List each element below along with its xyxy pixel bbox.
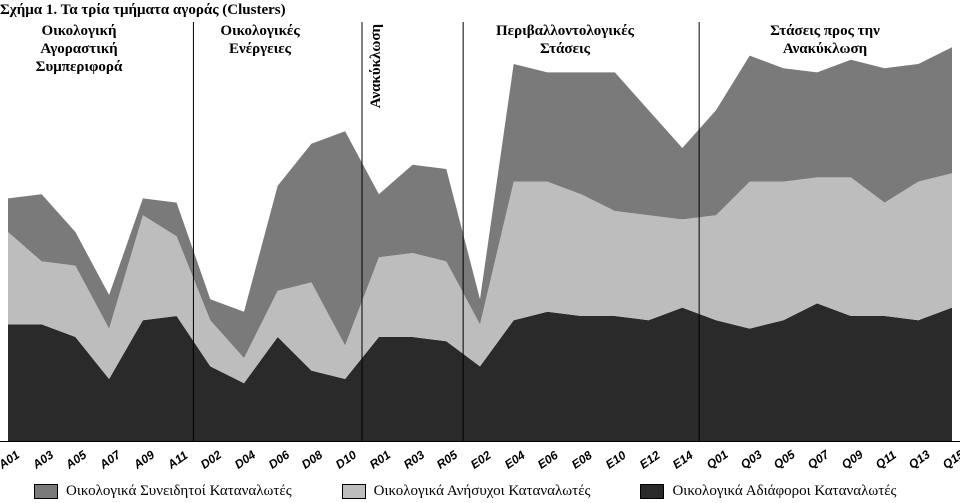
x-label: A05 — [63, 448, 89, 472]
area-chart-svg — [0, 22, 960, 442]
x-label: Q01 — [704, 447, 731, 471]
x-label: D06 — [266, 448, 292, 472]
chart-title: Σχήμα 1. Τα τρία τμήματα αγοράς (Cluster… — [0, 2, 286, 19]
x-label: D10 — [333, 448, 359, 472]
x-label: A11 — [165, 448, 190, 472]
section-label: Στάσεις προς τηνΑνακύκλωση — [740, 22, 910, 58]
x-label: Q11 — [873, 448, 899, 472]
legend-item: Οικολογικά Ανήσυχοι Καταναλωτές — [342, 483, 591, 500]
x-label: A01 — [0, 448, 22, 472]
x-label: D08 — [299, 448, 325, 472]
legend-label: Οικολογικά Ανήσυχοι Καταναλωτές — [374, 483, 591, 500]
x-label: A07 — [97, 448, 123, 472]
x-label: A09 — [131, 448, 157, 472]
legend-swatch — [640, 484, 664, 499]
section-label: ΠεριβαλλοντολογικέςΣτάσεις — [470, 22, 660, 58]
chart-area — [0, 22, 960, 442]
x-label: Q05 — [771, 447, 798, 471]
x-label: E12 — [637, 448, 663, 472]
x-label: E10 — [603, 448, 629, 472]
legend-label: Οικολογικά Συνειδητοί Καταναλωτές — [66, 483, 292, 500]
x-label: E08 — [569, 448, 595, 472]
section-label: Ανακύκλωση — [367, 24, 385, 108]
x-label: E06 — [535, 448, 561, 472]
x-label: R01 — [367, 448, 393, 472]
legend-item: Οικολογικά Συνειδητοί Καταναλωτές — [34, 483, 292, 500]
legend-swatch — [342, 484, 366, 499]
x-label: R05 — [434, 448, 460, 472]
x-label: Q15 — [940, 447, 960, 471]
x-label: E04 — [502, 448, 528, 472]
x-label: Q07 — [805, 447, 832, 471]
section-label: ΟικολογικέςΕνέργειες — [200, 22, 320, 58]
section-label: ΟικολογικήΑγοραστικήΣυμπεριφορά — [14, 22, 144, 76]
x-label: Q03 — [738, 447, 765, 471]
x-label: Q09 — [839, 447, 866, 471]
legend-item: Οικολογικά Αδιάφοροι Καταναλωτές — [640, 483, 896, 500]
x-label: E02 — [468, 448, 494, 472]
legend-swatch — [34, 484, 58, 499]
x-label: R03 — [401, 448, 427, 472]
x-label: D04 — [232, 448, 258, 472]
x-axis-labels: A01 A03 A05 A07 A09 A11 D02 D04 D06 D08 D10 R01 R03 R… — [0, 445, 960, 475]
x-label: A03 — [30, 448, 56, 472]
x-label: D02 — [198, 448, 224, 472]
legend: Οικολογικά Συνειδητοί Καταναλωτές Οικολογ… — [34, 480, 954, 502]
x-label: E14 — [670, 448, 696, 472]
legend-label: Οικολογικά Αδιάφοροι Καταναλωτές — [672, 483, 896, 500]
x-label: Q13 — [906, 447, 933, 471]
